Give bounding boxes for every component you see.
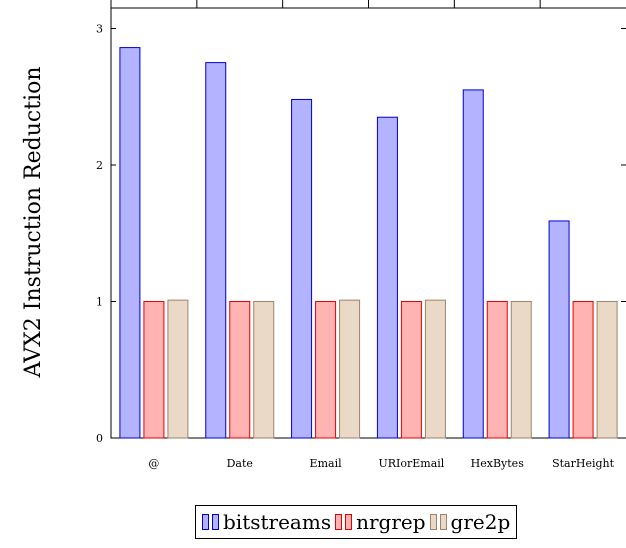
x-tick-label: URIorEmail	[378, 457, 444, 470]
legend-swatch-gre2p	[439, 514, 447, 530]
x-tick-label: @	[148, 457, 159, 470]
bar-bitstreams	[291, 98, 313, 439]
bar-bitstreams	[462, 89, 484, 439]
y-tick-label: 3	[96, 22, 103, 35]
chart-legend: bitstreams nrgrep gre2p	[195, 505, 518, 539]
x-tick-labels: @ Date Email URIorEmail HexBytes StarHeight	[148, 457, 614, 470]
bar-nrgrep	[400, 300, 422, 439]
bar-gre2p	[339, 299, 361, 439]
bar-nrgrep	[486, 300, 508, 439]
bar-gre2p	[596, 300, 618, 439]
x-tick-label: StarHeight	[552, 457, 615, 470]
bar-gre2p	[253, 300, 275, 439]
bar-bitstreams	[205, 62, 227, 439]
bar-chart: @ Date Email URIorEmail HexBytes StarHeight 0…	[21, 0, 626, 470]
x-tick-label: HexBytes	[471, 457, 525, 470]
legend-item-bitstreams: bitstreams	[202, 512, 331, 532]
bar-gre2p	[424, 299, 446, 439]
chart-bars	[119, 47, 618, 439]
bar-nrgrep	[143, 300, 165, 439]
legend-label-bitstreams: bitstreams	[223, 510, 332, 534]
legend-swatch-nrgrep	[345, 514, 353, 530]
legend-label-gre2p: gre2p	[450, 510, 511, 534]
bar-gre2p	[167, 299, 189, 439]
bar-nrgrep	[572, 300, 594, 439]
chart-axes	[110, 0, 626, 439]
legend-swatch-gre2p	[429, 514, 437, 530]
bar-bitstreams	[548, 220, 570, 439]
legend-swatch-nrgrep	[335, 514, 343, 530]
x-tick-label: Date	[227, 457, 253, 470]
y-tick-label: 2	[96, 159, 103, 172]
y-tick-label: 0	[96, 432, 103, 445]
bar-bitstreams	[376, 116, 398, 439]
y-tick-labels: 0 1 2 3	[96, 22, 103, 445]
legend-swatch-bitstreams	[202, 514, 209, 530]
legend-item-gre2p: gre2p	[429, 510, 511, 534]
legend-item-nrgrep: nrgrep	[335, 510, 426, 534]
y-tick-label: 1	[96, 295, 103, 308]
legend-swatch-bitstreams	[212, 514, 219, 530]
bar-nrgrep	[315, 300, 337, 439]
bar-bitstreams	[119, 47, 141, 439]
legend-label-nrgrep: nrgrep	[356, 510, 426, 534]
x-tick-label: Email	[310, 457, 343, 470]
bar-gre2p	[510, 300, 532, 439]
y-axis-label: AVX2 Instruction Reduction	[21, 66, 46, 378]
bar-nrgrep	[229, 300, 251, 439]
